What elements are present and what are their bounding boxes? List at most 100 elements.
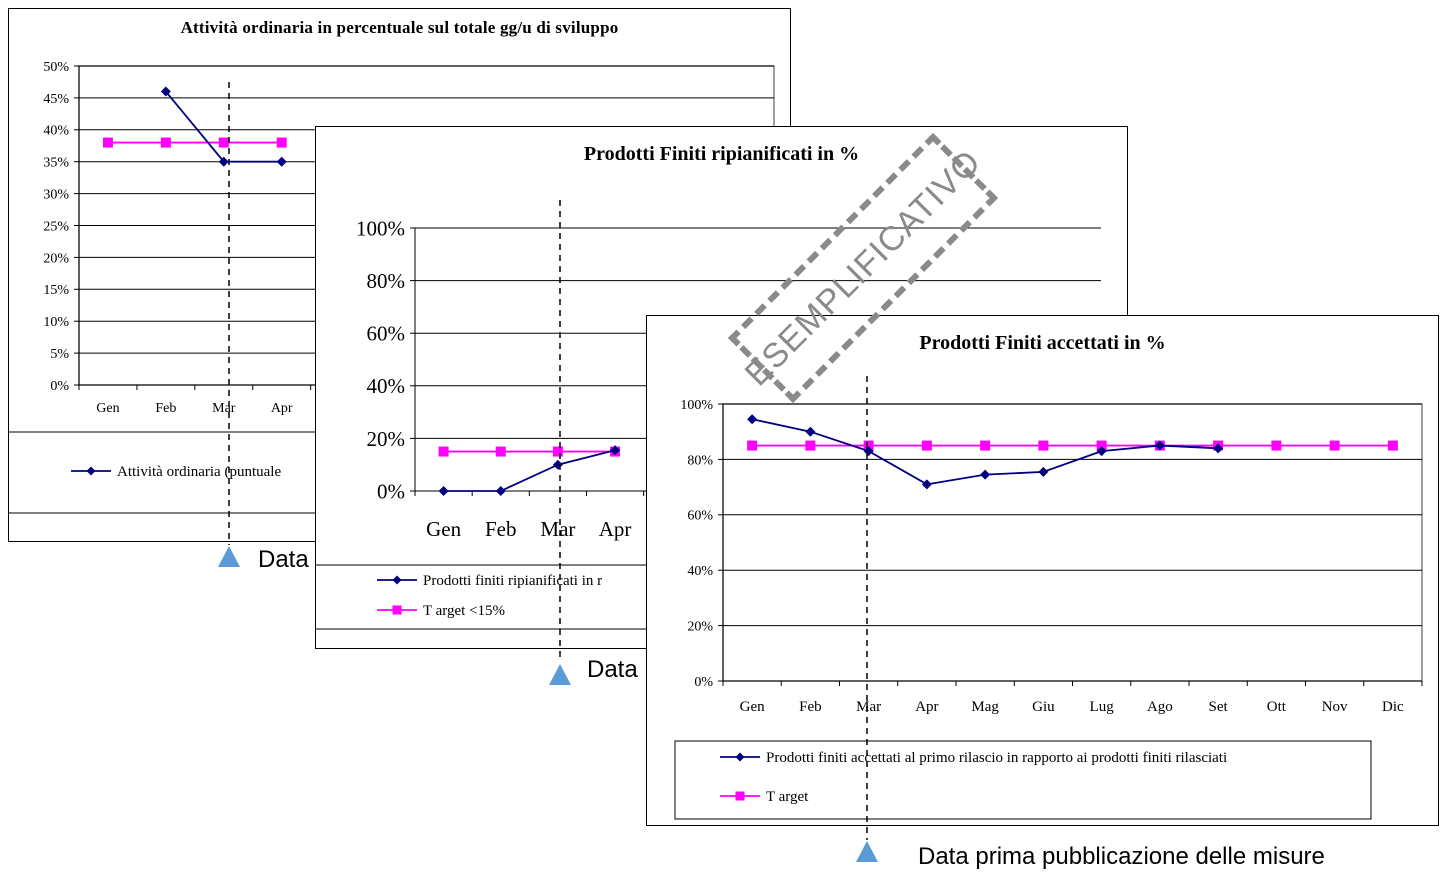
x-tick-label: Ago	[1147, 699, 1173, 715]
chart-panel-prodotti-accettati: Prodotti Finiti accettati in % 100% 80% 60…	[646, 315, 1439, 826]
chart-title: Prodotti Finiti ripianificati in %	[583, 143, 860, 165]
data-point	[218, 156, 229, 167]
x-tick-label: Dic	[1382, 699, 1404, 715]
target-point	[438, 446, 449, 457]
x-tick-label: Mar	[540, 517, 575, 541]
data-point	[610, 445, 621, 456]
target-point	[1038, 440, 1049, 451]
x-tick-label: Gen	[96, 401, 119, 416]
target-point	[102, 137, 113, 148]
y-tick-label: 10%	[43, 315, 69, 330]
target-point	[1271, 440, 1282, 451]
y-tick-label: 5%	[50, 347, 69, 362]
target-point	[495, 446, 506, 457]
legend-label: T arget <15%	[423, 603, 505, 619]
target-point	[921, 440, 932, 451]
x-tick-label: Ott	[1267, 699, 1287, 715]
y-tick-label: 40%	[687, 564, 713, 579]
x-tick-label: Feb	[155, 401, 176, 416]
y-tick-label: 0%	[377, 479, 405, 503]
x-tick-label: Nov	[1322, 699, 1348, 715]
legend-box	[674, 740, 1372, 820]
x-tick-label: Lug	[1090, 699, 1115, 715]
x-tick-label: Gen	[740, 699, 765, 715]
target-point	[1329, 440, 1340, 451]
y-tick-label: 45%	[43, 92, 69, 107]
y-tick-label: 35%	[43, 156, 69, 171]
x-tick-label: Mar	[856, 699, 881, 715]
x-tick-label: Mar	[212, 401, 236, 416]
x-tick-label: Feb	[485, 517, 517, 541]
x-tick-label: Apr	[271, 401, 293, 416]
data-point	[805, 426, 816, 437]
legend-label: Prodotti finiti accettati al primo rilas…	[766, 750, 1227, 766]
data-point	[552, 459, 563, 470]
target-point	[1096, 440, 1107, 451]
y-tick-label: 100%	[680, 398, 713, 413]
y-tick-label: 60%	[687, 509, 713, 524]
y-tick-label: 20%	[367, 427, 406, 451]
data-point	[921, 479, 932, 490]
y-tick-label: 50%	[43, 60, 69, 75]
data-point	[1154, 440, 1165, 451]
data-point	[863, 446, 874, 457]
legend-label: Prodotti finiti ripianificati in r	[423, 573, 602, 589]
chart-title: Prodotti Finiti accettati in %	[919, 332, 1166, 354]
legend-swatch-marker	[86, 466, 96, 476]
series-line-main	[165, 90, 282, 163]
chart-plot-prodotti-ripianificati: 100% 80% 60% 40% 20% 0% Gen Feb Mar Apr Prodotti f…	[316, 216, 1129, 630]
data-point	[276, 156, 287, 167]
release-caption-2: Data	[587, 656, 638, 683]
target-point	[276, 137, 287, 148]
chart-title: Attività ordinaria in percentuale sul to…	[180, 18, 619, 37]
legend-swatch-marker	[392, 575, 402, 585]
y-tick-label: 80%	[367, 269, 406, 293]
y-tick-label: 40%	[43, 124, 69, 139]
release-caption-1: Data	[258, 546, 309, 573]
y-tick-label: 30%	[43, 188, 69, 203]
legend-label: T arget	[766, 789, 809, 805]
target-point	[218, 137, 229, 148]
target-point	[160, 137, 171, 148]
data-point	[1038, 466, 1049, 477]
x-tick-label: Apr	[599, 517, 632, 541]
y-tick-label: 20%	[43, 251, 69, 266]
target-point	[980, 440, 991, 451]
y-tick-label: 25%	[43, 219, 69, 234]
target-point	[1387, 440, 1398, 451]
target-point	[805, 440, 816, 451]
target-point	[552, 446, 563, 457]
y-tick-label: 100%	[356, 216, 405, 240]
y-tick-label: 80%	[687, 453, 713, 468]
target-point	[863, 440, 874, 451]
release-triangle-icon-1	[218, 546, 240, 567]
x-tick-label: Feb	[799, 699, 822, 715]
data-point	[1213, 443, 1224, 454]
x-tick-label: Giu	[1032, 699, 1055, 715]
release-triangle-icon-3	[856, 841, 878, 862]
data-point	[160, 86, 171, 97]
x-tick-label: Set	[1209, 699, 1229, 715]
data-point	[495, 486, 506, 496]
x-tick-label: Mag	[971, 699, 999, 715]
legend-swatch-marker	[735, 752, 745, 762]
x-tick-label: Gen	[426, 517, 461, 541]
y-tick-label: 0%	[50, 379, 69, 394]
chart-plot-prodotti-accettati: 100% 80% 60% 40% 20% 0% Gen Feb Mar Apr Mag Giu Lug A…	[674, 398, 1423, 820]
legend-label: Attività ordinaria (puntuale	[117, 464, 281, 480]
target-point	[747, 440, 758, 451]
legend-swatch-marker	[735, 791, 745, 801]
y-tick-label: 15%	[43, 283, 69, 298]
release-triangle-icon-2	[549, 664, 571, 685]
data-point	[980, 469, 991, 480]
release-caption-3: Data prima pubblicazione delle misure	[918, 843, 1325, 870]
y-tick-label: 60%	[367, 322, 406, 346]
data-point	[1096, 446, 1107, 457]
data-point	[438, 486, 449, 496]
data-point	[747, 414, 758, 425]
x-tick-label: Apr	[915, 699, 938, 715]
legend-swatch-marker	[392, 605, 402, 615]
series-line-main	[443, 449, 616, 492]
y-tick-label: 40%	[367, 374, 406, 398]
y-tick-label: 0%	[694, 675, 713, 690]
